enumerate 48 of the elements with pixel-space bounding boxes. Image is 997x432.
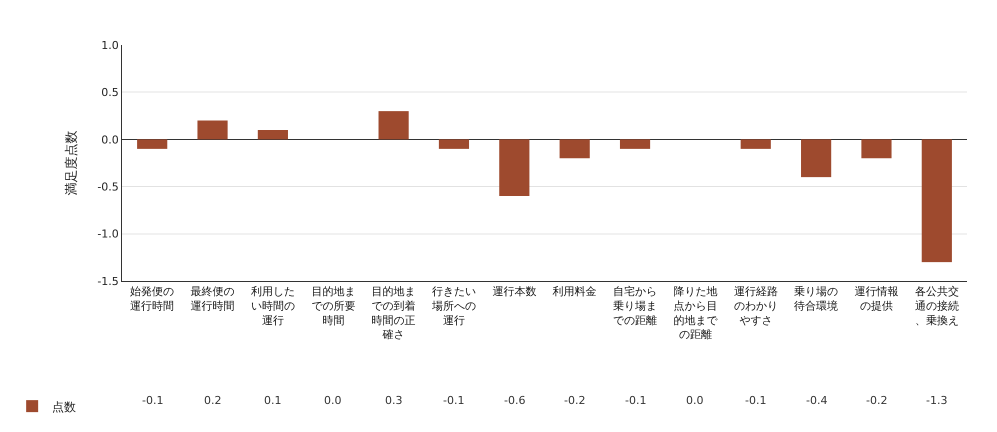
- data-label: -0.2: [866, 394, 888, 407]
- x-tick-label: 利用したい時間の運行: [250, 285, 295, 327]
- data-label: 0.3: [385, 394, 402, 407]
- data-label: 0.0: [324, 394, 342, 407]
- bar: [861, 139, 892, 158]
- y-tick-label: 0.5: [101, 86, 119, 100]
- data-label: -0.4: [806, 394, 828, 407]
- bar: [922, 139, 952, 262]
- bar: [499, 139, 530, 196]
- x-tick-label: 降りた地点から目的地までの距離: [673, 285, 718, 342]
- x-tick-label: 目的地までの所要時間: [311, 285, 356, 327]
- bar: [560, 139, 590, 158]
- x-tick-label: 乗り場の待合環境: [794, 285, 838, 312]
- bar: [801, 139, 832, 178]
- x-tick-label: 利用料金: [552, 285, 597, 298]
- bar: [378, 111, 409, 140]
- bar: [740, 139, 771, 149]
- y-axis-title: 満足度点数: [63, 130, 80, 196]
- data-label: -0.1: [745, 394, 766, 407]
- bar: [438, 139, 470, 149]
- x-tick-label: 始発便の運行時間: [130, 285, 174, 312]
- bar: [197, 120, 228, 140]
- x-tick-label: 運行情報の提供: [854, 285, 898, 312]
- data-label: -0.1: [625, 394, 646, 407]
- x-tick-label: 運行本数: [492, 285, 536, 298]
- legend-label: 点数: [52, 400, 76, 414]
- data-label: -1.3: [926, 394, 948, 407]
- data-label: -0.6: [504, 394, 526, 407]
- x-tick-label: 運行経路のわかりやすさ: [734, 285, 778, 327]
- data-label: -0.1: [443, 394, 464, 407]
- y-tick-label: -0.5: [97, 180, 119, 194]
- data-label: 0.2: [204, 394, 222, 407]
- x-tick-label: 各公共交通の接続、乗換え: [914, 285, 959, 327]
- data-label: 0.1: [264, 394, 282, 407]
- data-label: 0.0: [686, 394, 704, 407]
- y-tick-label: 1.0: [101, 38, 119, 52]
- x-tick-label: 行きたい場所への運行: [430, 285, 476, 327]
- data-label: -0.1: [142, 394, 164, 407]
- x-tick-label: 自宅から乗り場までの距離: [613, 285, 658, 327]
- x-tick-label: 最終便の運行時間: [190, 285, 235, 312]
- bar: [258, 130, 288, 140]
- data-label: -0.2: [564, 394, 586, 407]
- bar: [620, 139, 650, 149]
- y-tick-label: -1.5: [97, 274, 119, 288]
- x-tick-label: 目的地までの到着時間の正確さ: [372, 285, 416, 342]
- y-tick-label: -1.0: [97, 228, 119, 241]
- bar: [137, 139, 168, 149]
- y-tick-label: 0.0: [101, 133, 119, 146]
